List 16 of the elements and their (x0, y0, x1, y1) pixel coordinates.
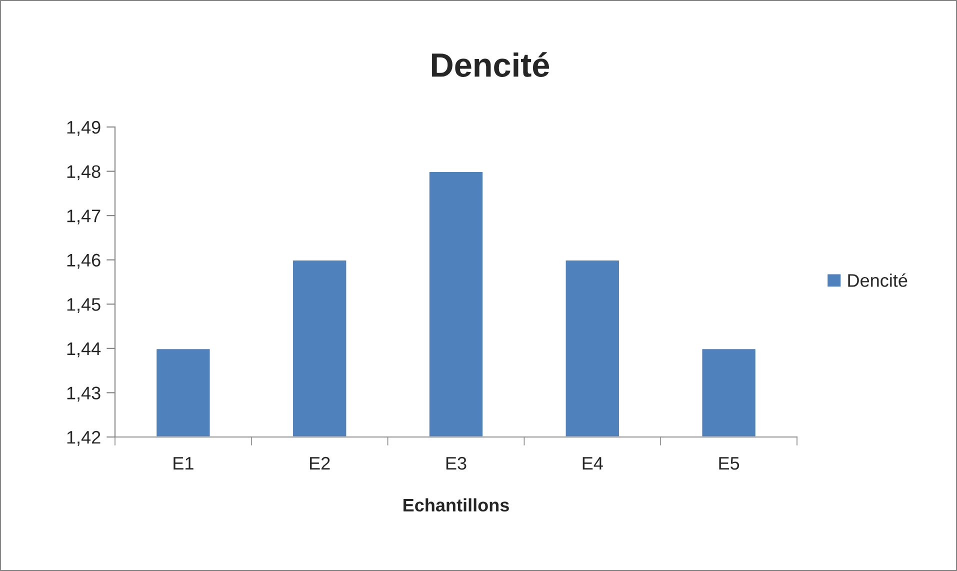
x-axis-title: Echantillons (404, 498, 509, 512)
legend-label: Dencité (848, 273, 908, 287)
chart-title: Dencité (432, 52, 550, 77)
x-tick-label: E5 (719, 457, 740, 470)
y-tick-label: 1,47 (67, 210, 100, 224)
y-tick-label: 1,45 (67, 298, 100, 313)
x-tick-label: E1 (174, 457, 194, 470)
y-tick-label: 1,46 (67, 254, 100, 269)
x-tick-label: E3 (446, 456, 466, 470)
y-tick-label: 1,49 (67, 120, 100, 136)
y-tick-label: 1,48 (67, 165, 100, 180)
y-tick-label: 1,43 (67, 386, 100, 402)
x-tick-label: E2 (310, 456, 330, 470)
x-tick-label: E4 (582, 457, 603, 470)
y-tick-label: 1,44 (67, 342, 101, 358)
y-tick-label: 1,42 (67, 430, 100, 446)
